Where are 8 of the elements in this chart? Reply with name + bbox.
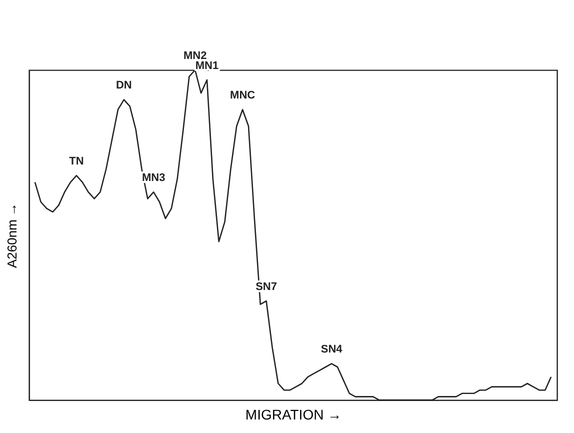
y-axis-title: A260nm → <box>4 202 20 268</box>
annotation: DN <box>116 80 132 92</box>
text: MN2 <box>183 50 207 62</box>
annotation: MN1 <box>195 60 219 72</box>
annotation: SN4 <box>320 344 344 356</box>
annotation: MNC <box>230 90 256 102</box>
x-axis-title: MIGRATION → <box>245 406 342 422</box>
annotation: TN <box>69 156 84 168</box>
